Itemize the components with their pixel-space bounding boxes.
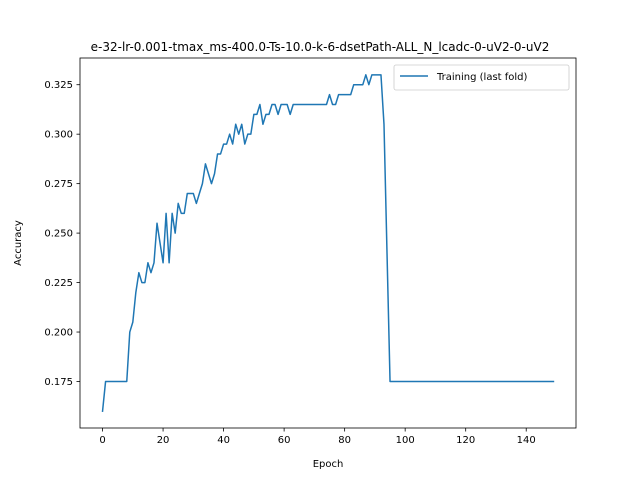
- y-tick-label: 0.325: [44, 80, 73, 91]
- x-tick-label: 80: [338, 435, 351, 446]
- x-axis-label: Epoch: [313, 459, 344, 470]
- y-tick-label: 0.200: [44, 328, 73, 339]
- y-tick-label: 0.225: [44, 278, 73, 289]
- y-axis-ticks: 0.175 0.200 0.225 0.250 0.275 0.300 0.325: [44, 80, 80, 388]
- x-tick-label: 60: [278, 435, 291, 446]
- legend-box: [393, 64, 570, 91]
- y-tick-label: 0.300: [44, 130, 73, 141]
- x-tick-label: 120: [456, 435, 475, 446]
- x-tick-label: 20: [157, 435, 170, 446]
- y-tick-label: 0.275: [44, 179, 73, 190]
- series-line-training: [101, 74, 555, 413]
- legend: Training (last fold): [393, 64, 570, 91]
- legend-label: Training (last fold): [436, 72, 528, 83]
- y-axis-label: Accuracy: [13, 220, 24, 266]
- chart-title: e-32-lr-0.001-tmax_ms-400.0-Ts-10.0-k-6-…: [91, 40, 550, 54]
- y-tick-label: 0.175: [44, 377, 73, 388]
- x-tick-label: 40: [217, 435, 230, 446]
- x-axis-ticks: 0 20 40 60 80 100 120 140: [99, 428, 536, 446]
- axes-frame: [79, 57, 577, 429]
- x-tick-label: 100: [396, 435, 415, 446]
- series-lines: [101, 74, 555, 413]
- y-tick-label: 0.250: [44, 229, 73, 240]
- plot-area: 0 20 40 60 80 100 120 140 0.1750.2000.2250.2500…: [44, 57, 577, 446]
- x-tick-label: 140: [517, 435, 536, 446]
- x-tick-label: 0: [99, 435, 105, 446]
